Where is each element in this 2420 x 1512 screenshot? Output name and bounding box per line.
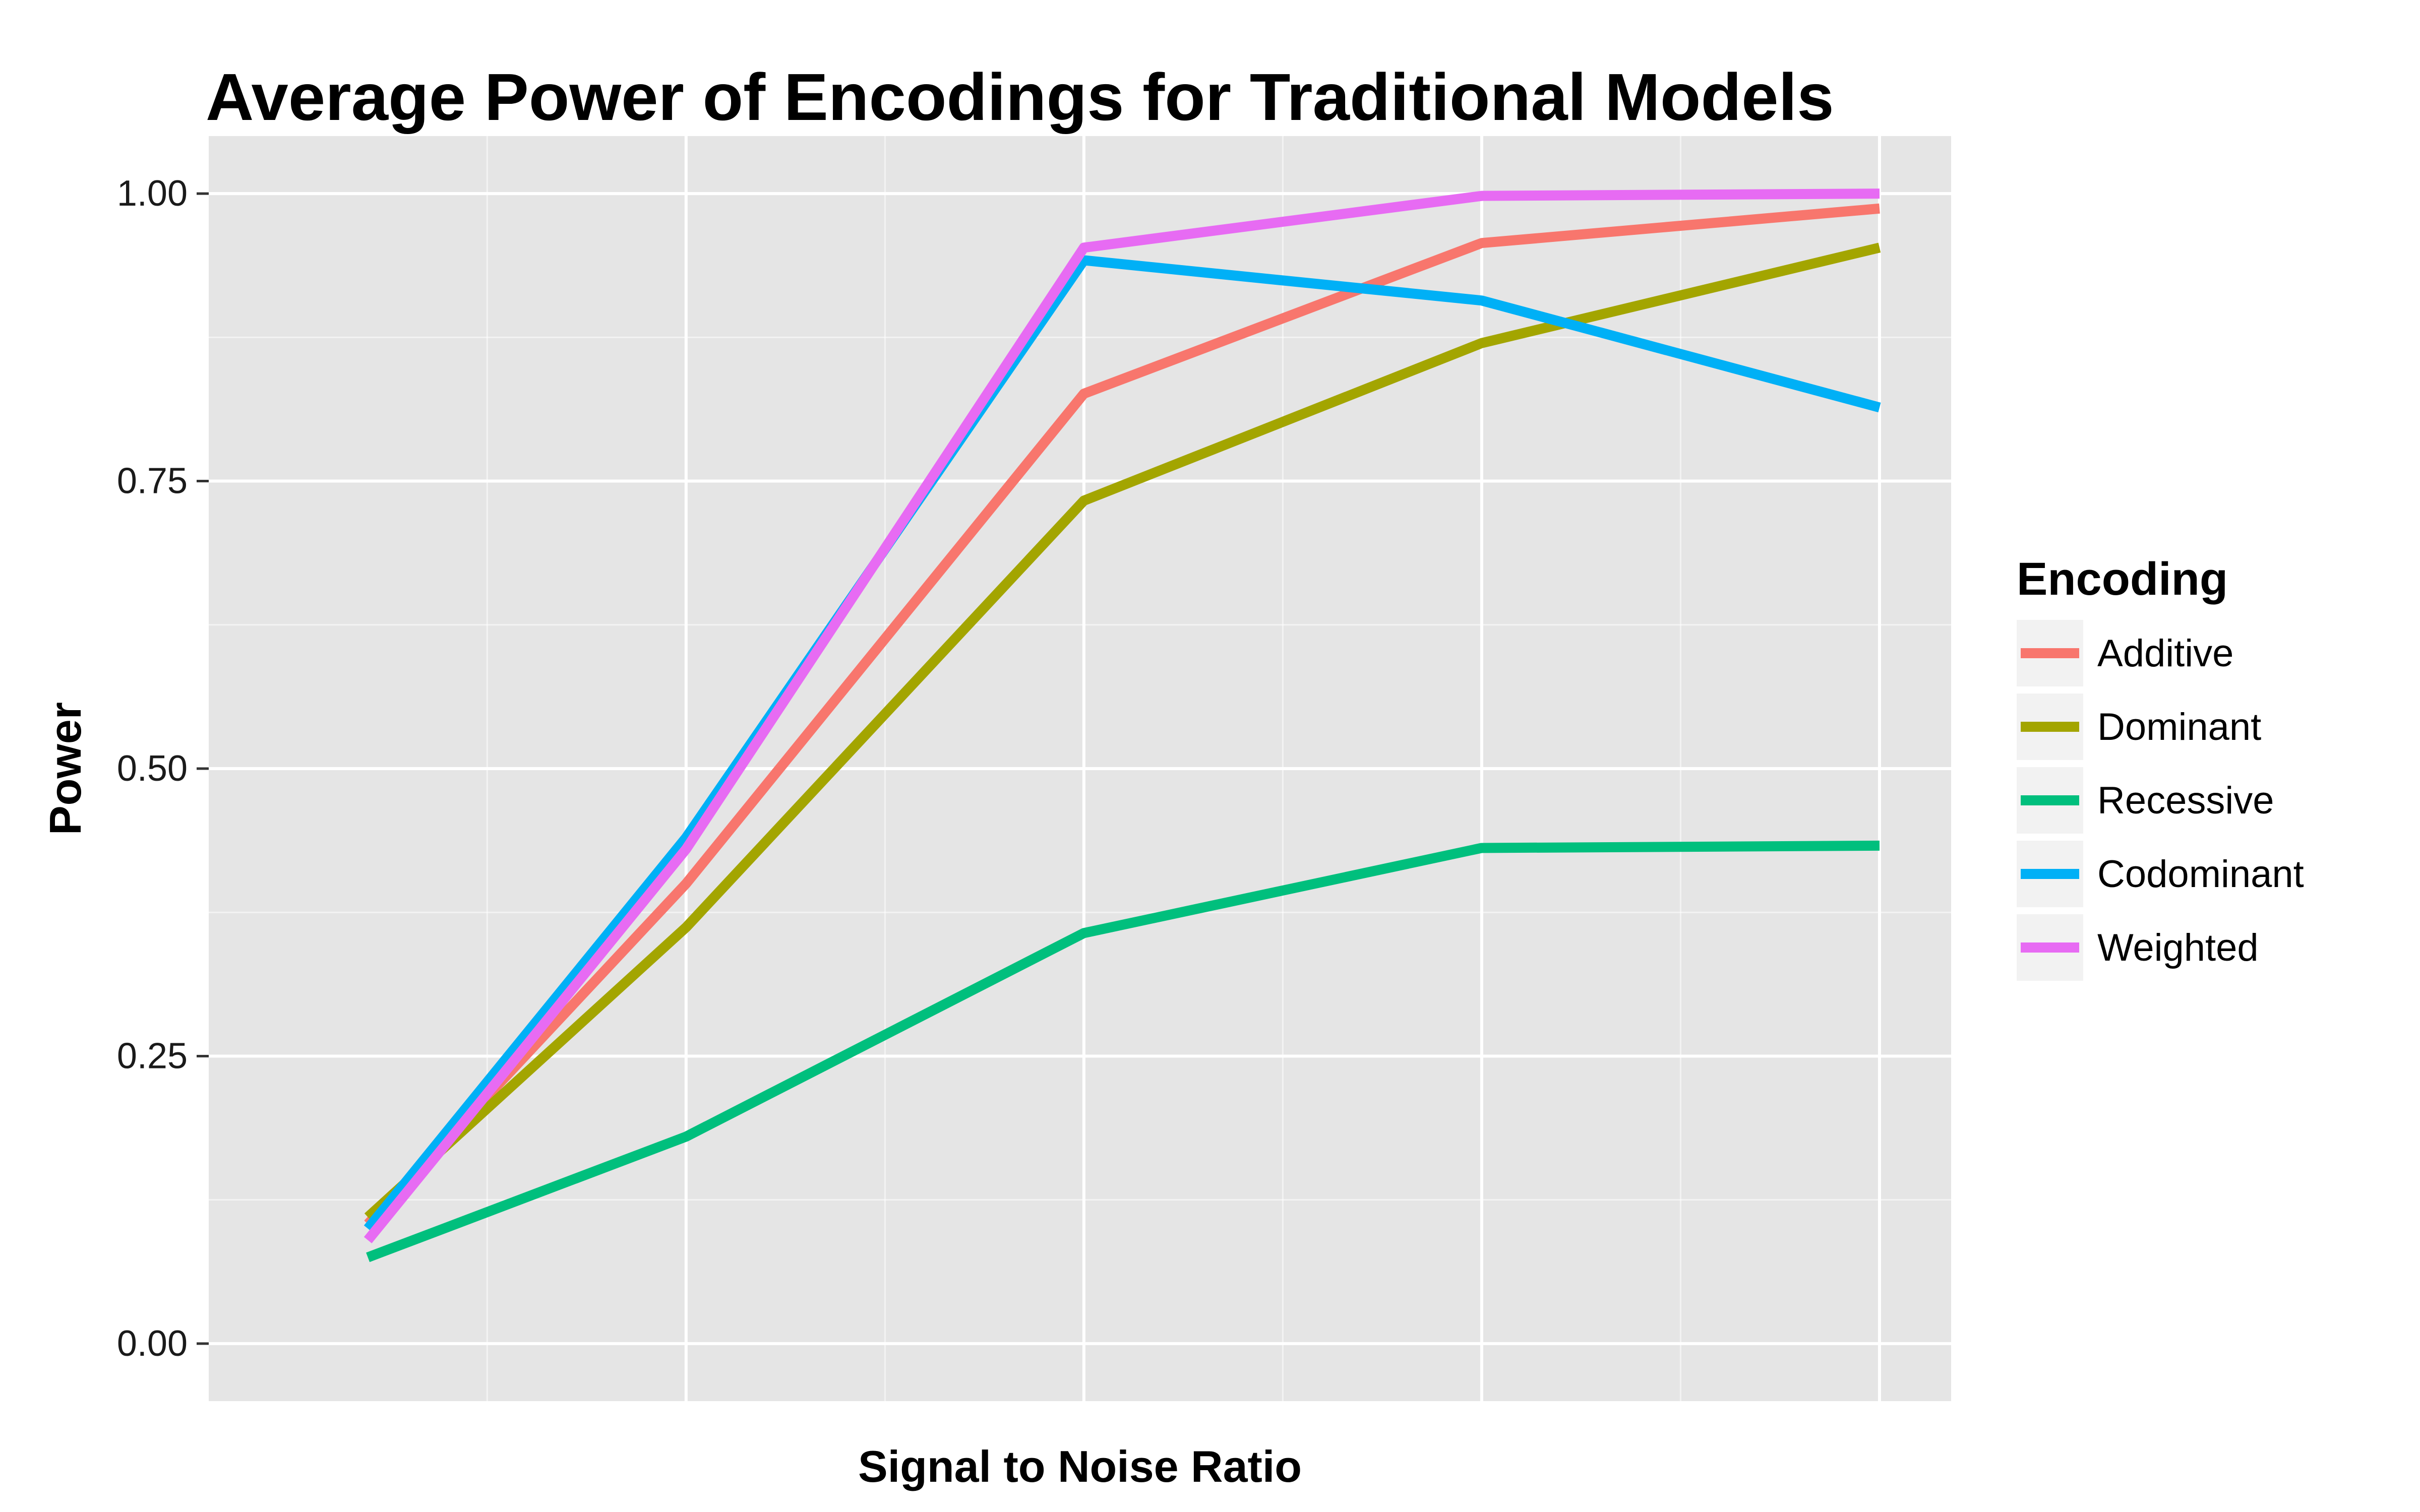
y-axis: 0.00 0.25 0.50 0.75 1.00 <box>117 173 209 1364</box>
legend-label: Weighted <box>2097 926 2259 969</box>
y-tick-label: 0.75 <box>117 461 188 501</box>
legend: Encoding Additive Dominant Recessive Codomi… <box>2017 553 2304 981</box>
y-tick-label: 1.00 <box>117 173 188 214</box>
y-tick-label: 0.25 <box>117 1036 188 1076</box>
legend-label: Dominant <box>2097 706 2261 748</box>
grid-layer <box>209 136 1951 1401</box>
y-tick-label: 0.50 <box>117 748 188 789</box>
series-line-additive <box>364 203 1880 1228</box>
series-line-codominant <box>364 255 1881 1232</box>
legend-label: Codominant <box>2097 853 2304 896</box>
legend-label: Additive <box>2097 632 2233 675</box>
y-axis-label: Power <box>40 702 90 835</box>
y-tick-label: 0.00 <box>117 1324 188 1364</box>
series-layer <box>364 188 1881 1263</box>
series-line-recessive <box>366 840 1880 1263</box>
chart-title: Average Power of Encodings for Tradition… <box>206 60 1834 134</box>
legend-label: Recessive <box>2097 779 2274 822</box>
legend-items: Additive Dominant Recessive Codominant Weigh… <box>2017 620 2304 981</box>
series-line-weighted <box>364 188 1880 1243</box>
series-line-dominant <box>364 242 1881 1221</box>
x-axis-label: Signal to Noise Ratio <box>858 1441 1302 1491</box>
legend-title: Encoding <box>2017 553 2228 605</box>
